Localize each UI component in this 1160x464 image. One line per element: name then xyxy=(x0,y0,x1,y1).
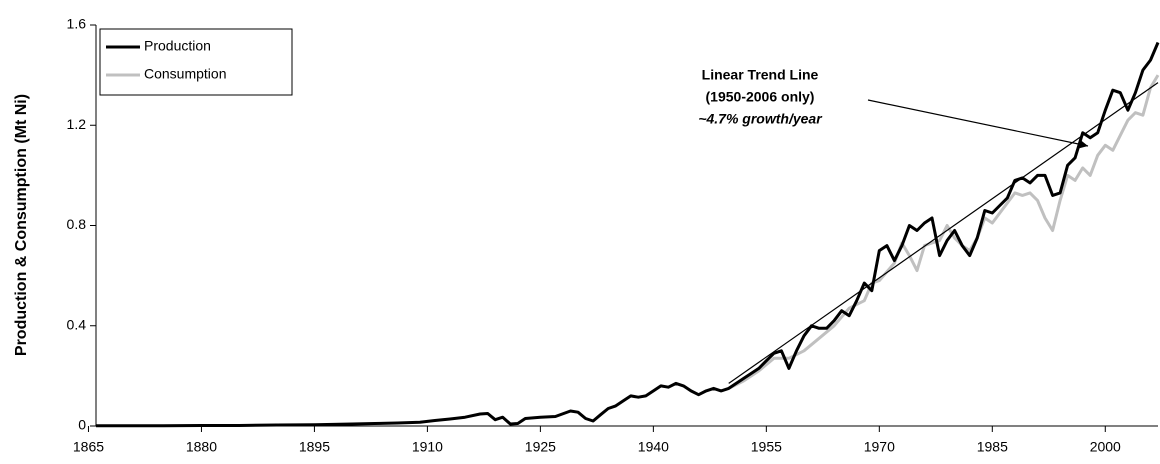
annotation: ~4.7% growth/year xyxy=(698,111,823,127)
x-tick-label: 1940 xyxy=(638,439,669,455)
x-tick-label: 2000 xyxy=(1090,439,1121,455)
y-tick-label: 0 xyxy=(78,417,86,433)
annotation: (1950-2006 only) xyxy=(706,89,815,105)
annotation: Linear Trend Line xyxy=(702,67,819,83)
plot-area xyxy=(87,24,1160,432)
legend-label: Consumption xyxy=(144,66,227,82)
x-tick-label: 1865 xyxy=(73,439,104,455)
x-tick-label: 1880 xyxy=(186,439,217,455)
x-tick-label: 1955 xyxy=(751,439,782,455)
y-tick-label: 0.4 xyxy=(67,316,87,332)
legend-label: Production xyxy=(144,38,211,54)
x-tick-label: 1910 xyxy=(412,439,443,455)
x-tick-label: 1895 xyxy=(299,439,330,455)
y-tick-label: 0.8 xyxy=(67,216,87,232)
annotation-arrow xyxy=(867,99,1089,149)
x-tick-label: 1970 xyxy=(864,439,895,455)
y-axis-label: Production & Consumption (Mt Ni) xyxy=(13,94,30,356)
y-tick-label: 1.6 xyxy=(67,16,87,32)
x-tick-label: 1985 xyxy=(977,439,1008,455)
trend-line xyxy=(728,82,1159,384)
legend-box xyxy=(99,28,293,96)
x-tick-label: 1925 xyxy=(525,439,556,455)
series-line xyxy=(96,41,1160,428)
y-tick-label: 1.2 xyxy=(67,116,87,132)
